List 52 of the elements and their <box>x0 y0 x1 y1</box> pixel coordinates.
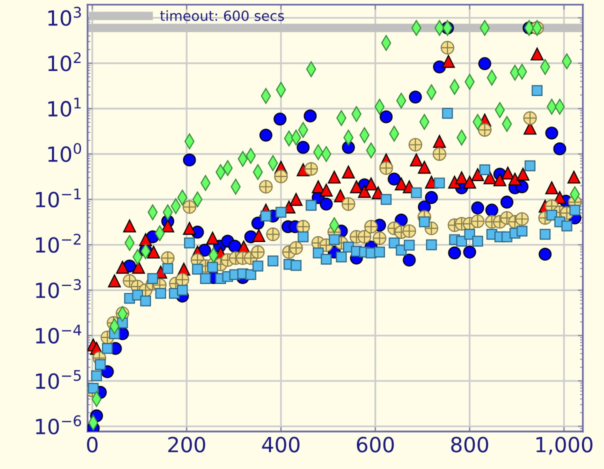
point <box>471 168 484 182</box>
point <box>545 181 558 194</box>
point <box>455 171 468 184</box>
y-tick-label: 10$^{−2}$ <box>36 234 81 253</box>
point <box>410 153 423 166</box>
y-tick-label: 10$^{−1}$ <box>36 188 81 208</box>
point <box>350 180 363 194</box>
y-tick-label: 10$^{2}$ <box>48 52 81 72</box>
point <box>358 184 371 198</box>
point <box>501 166 514 180</box>
point <box>493 173 506 186</box>
y-tick-label: 10$^{−5}$ <box>36 370 81 390</box>
point <box>516 168 530 181</box>
point <box>418 160 431 174</box>
y-tick-label: 10$^{−3}$ <box>36 279 81 298</box>
point <box>448 176 462 189</box>
point <box>394 177 408 190</box>
point <box>312 180 325 194</box>
point <box>108 274 121 288</box>
y-tick-label: 10$^{1}$ <box>48 98 81 117</box>
point <box>433 134 446 148</box>
point <box>567 170 580 184</box>
point <box>320 184 333 197</box>
y-tick-label: 10$^{3}$ <box>48 6 81 26</box>
y-tick-label: 10$^{−6}$ <box>36 415 82 434</box>
x-tick-label: 0 <box>87 436 98 452</box>
x-tick-label: 1,000 <box>536 436 592 455</box>
point <box>132 260 145 274</box>
point <box>252 229 266 242</box>
x-tick-label: 400 <box>262 436 300 452</box>
point <box>183 222 196 235</box>
point <box>139 233 152 246</box>
x-tick-label: 600 <box>356 436 394 452</box>
point <box>530 48 544 60</box>
point <box>161 219 174 232</box>
x-tick-label: 200 <box>168 436 206 452</box>
point <box>364 177 378 190</box>
point <box>290 192 303 206</box>
point <box>123 219 136 232</box>
x-tick-label: 800 <box>451 436 488 452</box>
y-tick-label: 10$^{0}$ <box>48 142 82 162</box>
point <box>116 260 129 274</box>
point <box>508 172 522 186</box>
point <box>463 176 476 189</box>
point <box>442 54 455 68</box>
point <box>483 171 496 184</box>
ref-line-label: timeout: 600 secs <box>160 10 284 21</box>
point <box>328 170 341 184</box>
point <box>206 232 220 245</box>
point <box>147 246 160 259</box>
y-tick-label: 10$^{−4}$ <box>36 324 82 344</box>
point <box>342 166 355 179</box>
